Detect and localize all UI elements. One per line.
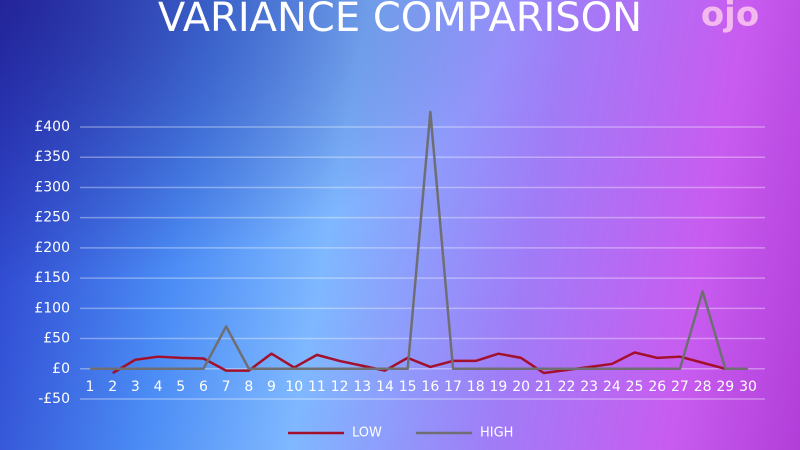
y-tick-label: £0 [52,361,70,377]
y-tick-label: -£50 [38,391,70,407]
x-tick-label: 1 [86,379,95,395]
x-tick-label: 9 [267,379,276,395]
y-tick-label: £250 [34,210,70,226]
y-tick-label: £400 [34,119,70,135]
x-tick-label: 14 [376,379,394,395]
x-tick-label: 30 [739,379,757,395]
data-line [112,351,748,375]
x-tick-label: 12 [331,379,349,395]
x-tick-label: 18 [467,379,485,395]
x-tick-label: 2 [108,379,117,395]
x-tick-label: 23 [580,379,598,395]
x-tick-label: 3 [131,379,140,395]
legend-label: HIGH [480,426,513,441]
x-tick-label: 17 [444,379,462,395]
x-tick-label: 24 [603,379,621,395]
x-tick-label: 29 [716,379,734,395]
y-tick-label: £350 [34,149,70,165]
x-tick-label: 13 [353,379,371,395]
x-tick-label: 19 [489,379,507,395]
x-tick-label: 25 [626,379,644,395]
y-tick-label: £100 [34,300,70,316]
x-tick-label: 10 [285,379,303,395]
x-tick-label: 7 [222,379,231,395]
x-tick-label: 27 [671,379,689,395]
y-tick-label: £300 [34,179,70,195]
y-tick-label: £200 [34,240,70,256]
x-tick-label: 21 [535,379,553,395]
logo: ojo [701,0,759,35]
x-tick-label: 28 [694,379,712,395]
y-tick-label: £50 [43,331,70,347]
x-tick-label: 26 [648,379,666,395]
data-line [90,110,748,371]
x-tick-label: 20 [512,379,530,395]
x-tick-label: 15 [399,379,417,395]
legend-label: LOW [352,426,382,441]
x-tick-label: 11 [308,379,326,395]
x-tick-label: 4 [154,379,163,395]
x-tick-label: 22 [558,379,576,395]
chart-title: VARIANCE COMPARISON [158,0,642,41]
x-tick-label: 16 [421,379,439,395]
x-tick-label: 6 [199,379,208,395]
x-tick-label: 5 [176,379,185,395]
x-tick-label: 8 [244,379,253,395]
y-tick-label: £150 [34,270,70,286]
